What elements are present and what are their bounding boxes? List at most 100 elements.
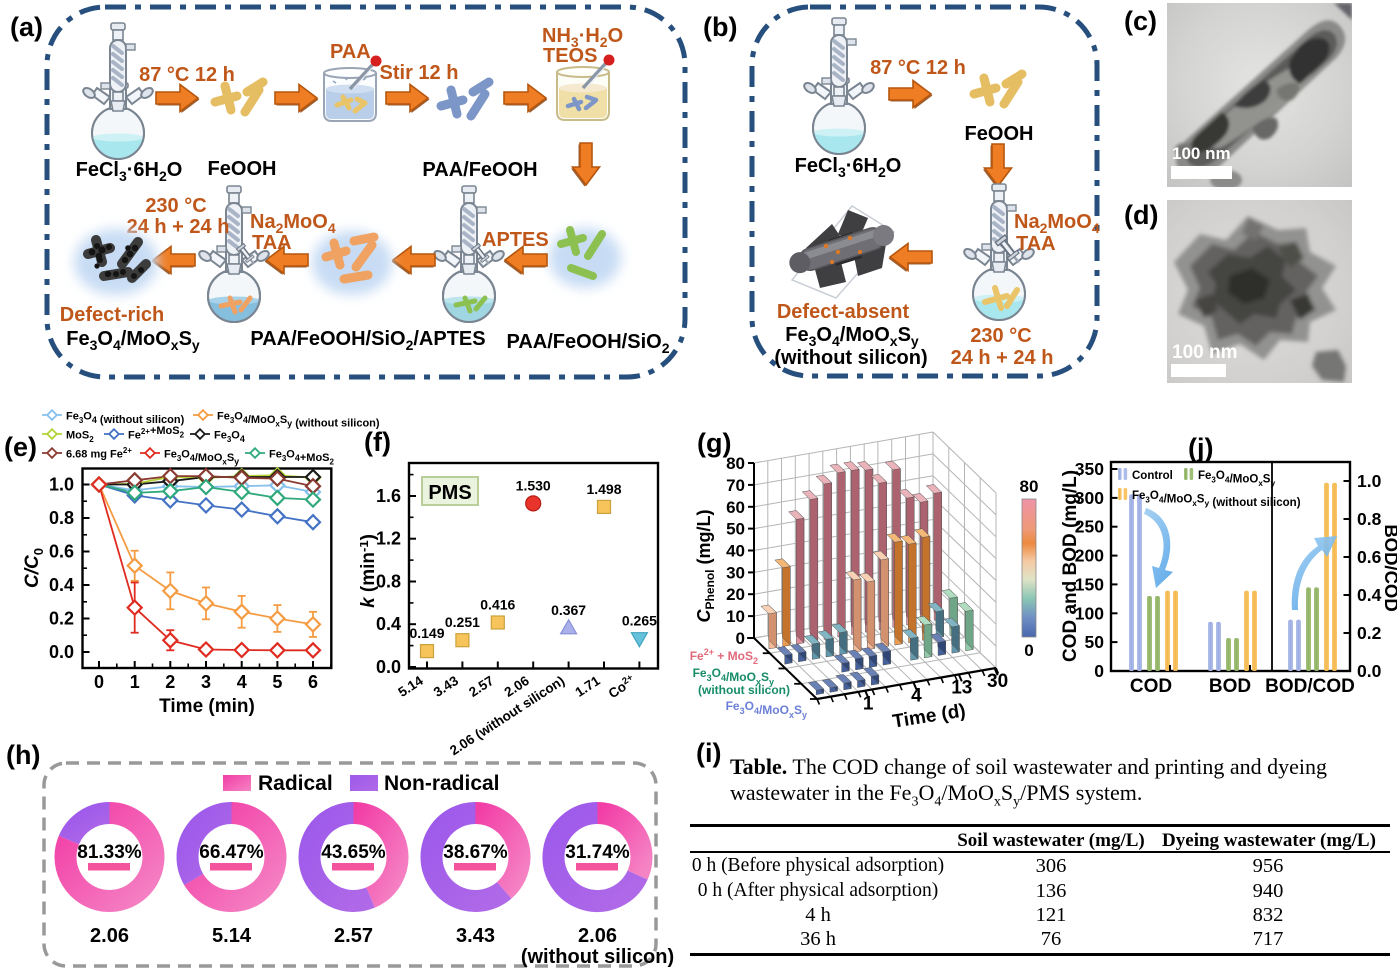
svg-text:66.47%: 66.47% bbox=[199, 842, 264, 863]
svg-text:0: 0 bbox=[1024, 641, 1033, 660]
svg-text:2.57: 2.57 bbox=[466, 673, 496, 700]
svg-text:100 nm: 100 nm bbox=[1172, 342, 1237, 363]
svg-text:Fe3O4/MoOxSy: Fe3O4/MoOxSy bbox=[1198, 470, 1275, 488]
svg-text:3.43: 3.43 bbox=[431, 673, 462, 700]
svg-text:1.6: 1.6 bbox=[376, 486, 401, 506]
svg-text:Fe3O4/MoOxSy: Fe3O4/MoOxSy bbox=[726, 699, 807, 720]
svg-text:10: 10 bbox=[726, 607, 745, 626]
svg-text:1.0: 1.0 bbox=[49, 475, 74, 495]
svg-text:Fe3O4/MoOxSy (without silicon): Fe3O4/MoOxSy (without silicon) bbox=[1132, 490, 1301, 509]
svg-text:100: 100 bbox=[1075, 603, 1104, 623]
svg-text:300: 300 bbox=[1075, 488, 1104, 508]
svg-text:87 °C 12 h: 87 °C 12 h bbox=[870, 57, 966, 79]
svg-text:5.14: 5.14 bbox=[212, 925, 252, 947]
svg-text:(without silicon): (without silicon) bbox=[774, 347, 927, 369]
svg-text:FeCl3·6H2O: FeCl3·6H2O bbox=[76, 159, 183, 184]
svg-text:0.8: 0.8 bbox=[49, 508, 74, 528]
svg-text:PAA: PAA bbox=[330, 41, 371, 63]
svg-text:0.367: 0.367 bbox=[551, 602, 586, 618]
svg-text:230 °C: 230 °C bbox=[970, 325, 1031, 347]
svg-text:Fe2++MoS2: Fe2++MoS2 bbox=[128, 425, 185, 442]
svg-text:Radical: Radical bbox=[258, 772, 333, 795]
svg-text:80: 80 bbox=[726, 454, 745, 473]
svg-text:1.498: 1.498 bbox=[586, 481, 621, 497]
svg-text:Na2MoO4: Na2MoO4 bbox=[250, 211, 336, 236]
svg-text:0.8: 0.8 bbox=[376, 572, 401, 592]
svg-text:PAA/FeOOH: PAA/FeOOH bbox=[422, 159, 537, 181]
svg-text:40: 40 bbox=[726, 542, 745, 561]
svg-text:81.33%: 81.33% bbox=[77, 842, 142, 863]
svg-text:2: 2 bbox=[165, 672, 175, 692]
svg-text:3: 3 bbox=[201, 672, 211, 692]
svg-text:PAA/FeOOH/SiO2/APTES: PAA/FeOOH/SiO2/APTES bbox=[250, 328, 485, 353]
svg-text:24 h + 24 h: 24 h + 24 h bbox=[127, 216, 230, 238]
svg-text:NH3·H2O: NH3·H2O bbox=[542, 25, 623, 50]
svg-text:FeOOH: FeOOH bbox=[965, 123, 1034, 145]
svg-text:Time (d): Time (d) bbox=[891, 700, 967, 732]
svg-text:1.0: 1.0 bbox=[1357, 471, 1382, 491]
svg-text:FeCl3·6H2O: FeCl3·6H2O bbox=[795, 155, 902, 180]
svg-text:38.67%: 38.67% bbox=[443, 842, 508, 863]
svg-text:2.57: 2.57 bbox=[334, 925, 373, 947]
svg-text:Co2+: Co2+ bbox=[605, 672, 638, 701]
svg-text:3.43: 3.43 bbox=[456, 925, 495, 947]
svg-text:30: 30 bbox=[987, 671, 1008, 692]
svg-text:TAA: TAA bbox=[1016, 233, 1056, 255]
svg-text:13: 13 bbox=[951, 677, 972, 698]
svg-text:Control: Control bbox=[1132, 470, 1173, 482]
svg-text:C/C0: C/C0 bbox=[22, 548, 46, 588]
svg-text:4: 4 bbox=[911, 685, 922, 706]
svg-text:Fe2+ + MoS2: Fe2+ + MoS2 bbox=[690, 647, 758, 666]
svg-text:87 °C 12 h: 87 °C 12 h bbox=[139, 64, 235, 86]
svg-text:BOD/COD: BOD/COD bbox=[1265, 676, 1355, 697]
svg-text:0.416: 0.416 bbox=[480, 597, 515, 613]
svg-text:PMS: PMS bbox=[428, 482, 471, 504]
svg-text:0.8: 0.8 bbox=[1357, 509, 1382, 529]
svg-text:(without silicon): (without silicon) bbox=[698, 683, 790, 697]
svg-text:FeOOH: FeOOH bbox=[208, 158, 277, 180]
svg-text:Fe3O4/MoOxSy: Fe3O4/MoOxSy bbox=[164, 449, 239, 467]
svg-text:Stir 12 h: Stir 12 h bbox=[380, 62, 459, 84]
svg-text:0.2: 0.2 bbox=[49, 609, 74, 629]
svg-text:0.6: 0.6 bbox=[49, 542, 74, 562]
svg-text:Fe3O4: Fe3O4 bbox=[214, 430, 245, 445]
svg-text:BOD: BOD bbox=[1209, 676, 1251, 697]
svg-text:MoS2: MoS2 bbox=[66, 430, 94, 445]
svg-text:0.6: 0.6 bbox=[1357, 547, 1382, 567]
svg-text:70: 70 bbox=[726, 476, 745, 495]
svg-text:Fe3O4+MoS2: Fe3O4+MoS2 bbox=[269, 449, 335, 467]
svg-text:200: 200 bbox=[1075, 546, 1104, 566]
svg-text:31.74%: 31.74% bbox=[565, 842, 630, 863]
svg-text:1.71: 1.71 bbox=[572, 673, 603, 700]
svg-text:0.4: 0.4 bbox=[49, 575, 74, 595]
svg-text:(without silicon): (without silicon) bbox=[521, 946, 674, 968]
svg-text:0: 0 bbox=[1094, 661, 1104, 681]
svg-text:0.265: 0.265 bbox=[622, 613, 657, 629]
svg-text:60: 60 bbox=[726, 498, 745, 517]
svg-text:250: 250 bbox=[1075, 517, 1104, 537]
svg-text:0: 0 bbox=[736, 629, 745, 648]
svg-text:CPhenol (mg/L): CPhenol (mg/L) bbox=[694, 509, 717, 622]
svg-text:0.2: 0.2 bbox=[1357, 623, 1382, 643]
svg-text:Time (min): Time (min) bbox=[159, 696, 255, 717]
svg-text:80: 80 bbox=[1020, 477, 1039, 496]
svg-text:COD: COD bbox=[1130, 676, 1172, 697]
svg-text:1: 1 bbox=[863, 694, 874, 715]
svg-text:43.65%: 43.65% bbox=[321, 842, 386, 863]
svg-text:0.0: 0.0 bbox=[376, 657, 401, 677]
svg-text:k (min-1): k (min-1) bbox=[360, 534, 379, 608]
svg-text:4: 4 bbox=[237, 672, 247, 692]
svg-text:TAA: TAA bbox=[252, 232, 292, 254]
svg-text:6: 6 bbox=[308, 672, 318, 692]
svg-text:Fe3O4/MoOxSy: Fe3O4/MoOxSy bbox=[66, 328, 200, 353]
svg-text:Non-radical: Non-radical bbox=[384, 772, 500, 795]
svg-text:0.0: 0.0 bbox=[49, 642, 74, 662]
svg-text:2.06: 2.06 bbox=[90, 925, 129, 947]
svg-text:PAA/FeOOH/SiO2: PAA/FeOOH/SiO2 bbox=[506, 331, 669, 356]
svg-text:Fe3O4/MoOxSy: Fe3O4/MoOxSy bbox=[785, 324, 919, 349]
svg-text:50: 50 bbox=[1085, 632, 1105, 652]
svg-text:TEOS: TEOS bbox=[543, 45, 597, 67]
svg-text:230 °C: 230 °C bbox=[145, 195, 206, 217]
svg-text:0.149: 0.149 bbox=[409, 625, 444, 641]
svg-text:Defect-rich: Defect-rich bbox=[60, 304, 164, 326]
